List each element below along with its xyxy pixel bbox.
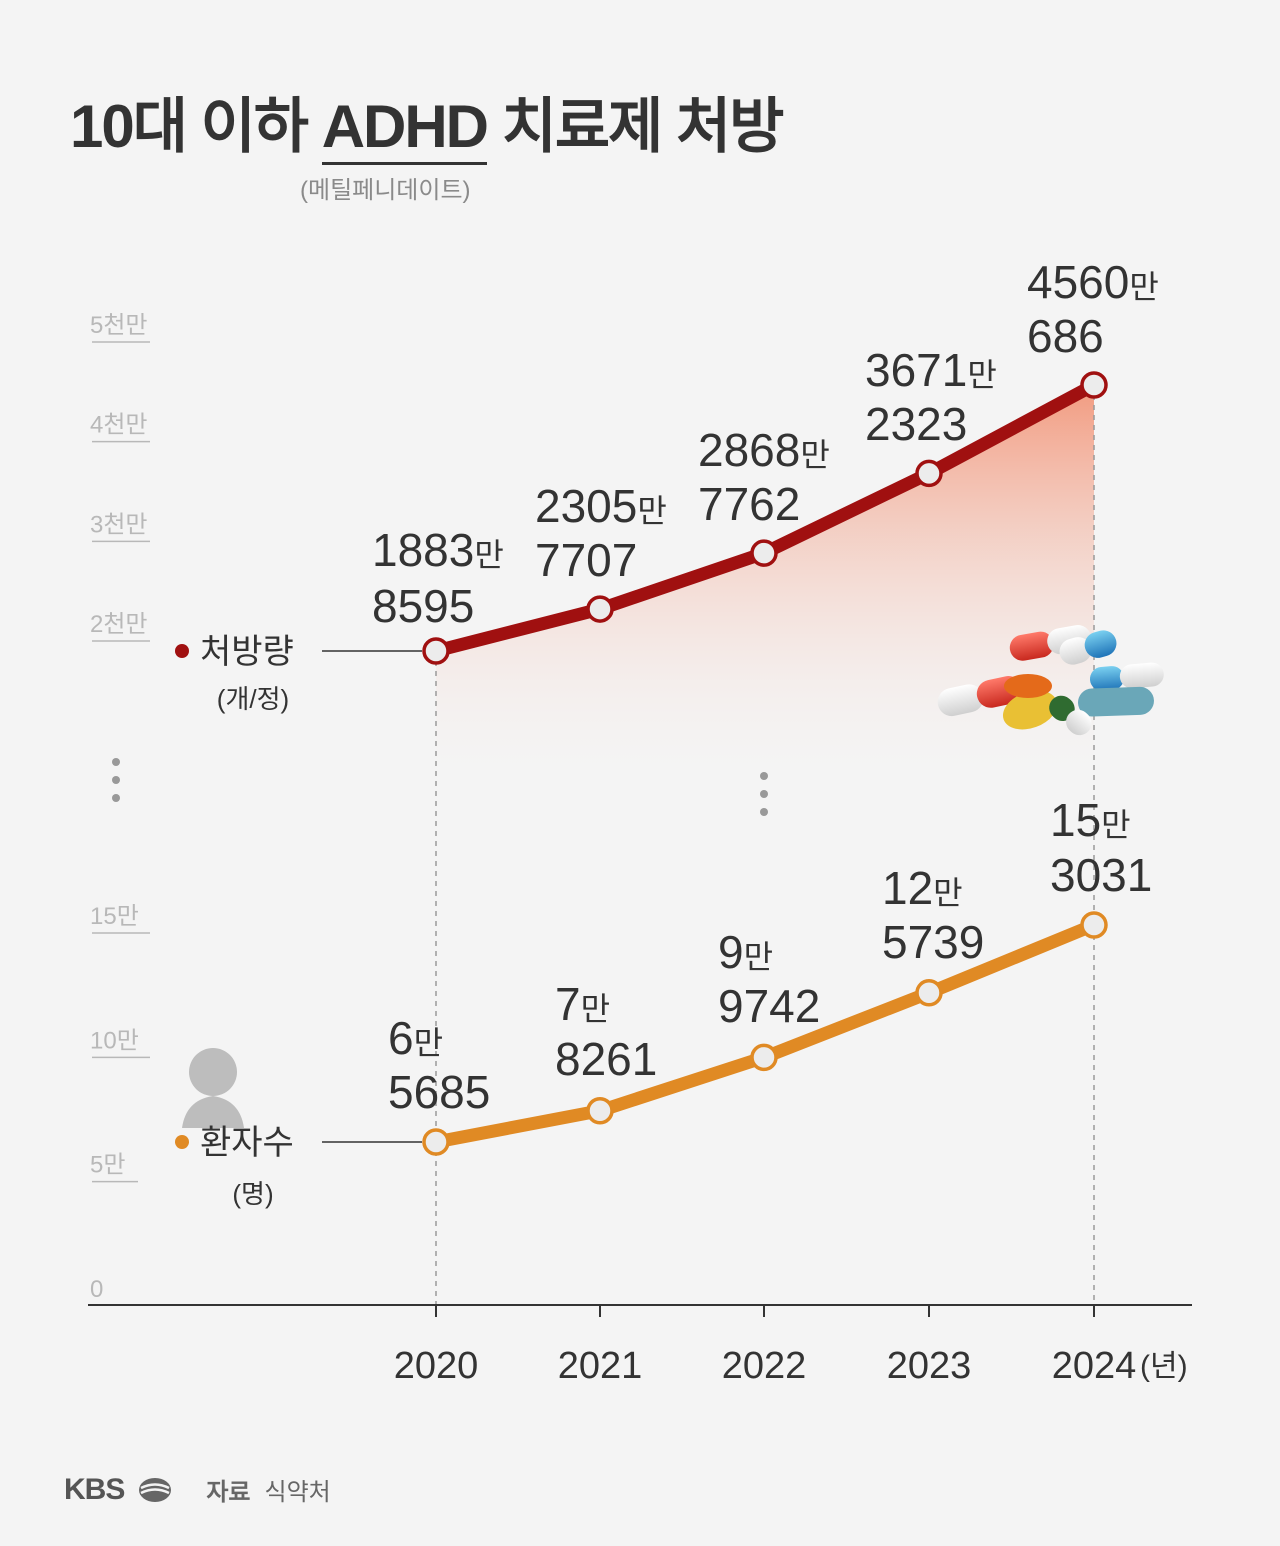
patients-label-bottom: 9742 [718,980,820,1032]
guide-lines-layer [435,385,1095,1305]
y-tick-label: 2천만 [90,611,148,638]
break-dot [112,794,120,802]
title-prefix: 10대 이하 [70,93,322,160]
x-tick-label: 2020 [394,1345,479,1387]
patients-label-bottom: 5685 [388,1066,490,1118]
prescription-point [750,539,778,567]
prescription-label-top: 2305만 [535,480,667,532]
kbs-logo: KBS [64,1472,125,1506]
prescription-label-top: 1883만 [372,524,504,576]
source-label: 자료 [206,1479,251,1506]
title-adhd-underlined: ADHD [321,93,489,165]
y-tick-label: 10만 [90,1027,139,1054]
x-tick-label: 2021 [558,1345,643,1387]
patients-label-top: 9만 [718,926,773,978]
x-tick-label: 2024 [1052,1345,1137,1387]
prescription-label-bottom: 7707 [535,534,637,586]
chart-title: 10대 이하 ADHD 치료제 처방 [70,78,785,165]
legend-marker [175,1135,189,1149]
prescription-label-bottom: 7762 [698,478,800,530]
patients-point [422,1128,450,1156]
break-dot [760,772,768,780]
break-dot [112,776,120,784]
x-axis-unit: (년) [1140,1350,1188,1383]
y-ticks-layer: 2천만 3천만 4천만 5천만 0 5만 10만 15만 [90,312,150,1303]
prescription-label-bottom: 686 [1027,310,1104,362]
patients-label-top: 7만 [555,978,610,1030]
break-dot [760,808,768,816]
patients-point [1080,911,1108,939]
legend-layer: 처방량 (개/정) 환자수 (명) [175,633,422,1209]
break-dot [112,758,120,766]
source-value: 식약처 [264,1479,331,1506]
footer: KBS 자료 식약처 [64,1472,331,1507]
patients-label-top: 12만 [882,862,963,914]
prescription-label-top: 3671만 [865,344,997,396]
legend-series-name: 처방량 [200,633,294,671]
chart-svg: 2천만 3천만 4천만 5천만 0 5만 10만 15만 [88,256,1192,1387]
break-dot [760,790,768,798]
patients-point [750,1043,778,1072]
legend-marker [175,644,189,658]
prescription-label-top: 4560만 [1027,256,1159,308]
prescription-label-bottom: 8595 [372,580,474,632]
y-tick-label: 0 [90,1276,103,1303]
patients-label-top: 15만 [1050,794,1131,846]
y-tick-label: 15만 [90,903,139,930]
patients-label-bottom: 3031 [1050,849,1152,901]
person-silhouette-icon [182,1048,244,1128]
prescription-label-top: 2868만 [698,424,830,476]
prescription-label-bottom: 2323 [865,398,967,450]
prescription-point [1080,371,1108,399]
patients-label-bottom: 5739 [882,916,984,968]
prescription-point [422,637,450,665]
prescription-point [586,595,614,623]
patients-label-top: 6만 [388,1012,443,1064]
y-tick-label: 5만 [90,1152,125,1179]
y-tick-label: 3천만 [90,511,148,538]
axis-break-dots [112,758,768,816]
x-axis-layer: 2020 2021 2022 2023 2024 (년) [88,1304,1192,1387]
legend-series-unit: (명) [232,1179,273,1209]
x-tick-label: 2023 [887,1345,972,1387]
legend-series-unit: (개/정) [217,684,289,714]
chart-subtitle: (메틸페니데이트) [300,177,471,204]
data-points-layer [422,371,1108,1156]
title-suffix: 치료제 처방 [487,93,785,160]
patients-label-bottom: 8261 [555,1033,657,1085]
patients-point [586,1097,614,1125]
legend-series-name: 환자수 [200,1124,294,1162]
kbs-emblem-icon [139,1477,172,1502]
pills-icon [937,625,1164,736]
prescription-point [915,459,943,488]
y-tick-label: 4천만 [90,412,148,439]
patients-point [915,979,943,1007]
x-tick-label: 2022 [722,1345,807,1387]
y-tick-label: 5천만 [90,312,148,339]
